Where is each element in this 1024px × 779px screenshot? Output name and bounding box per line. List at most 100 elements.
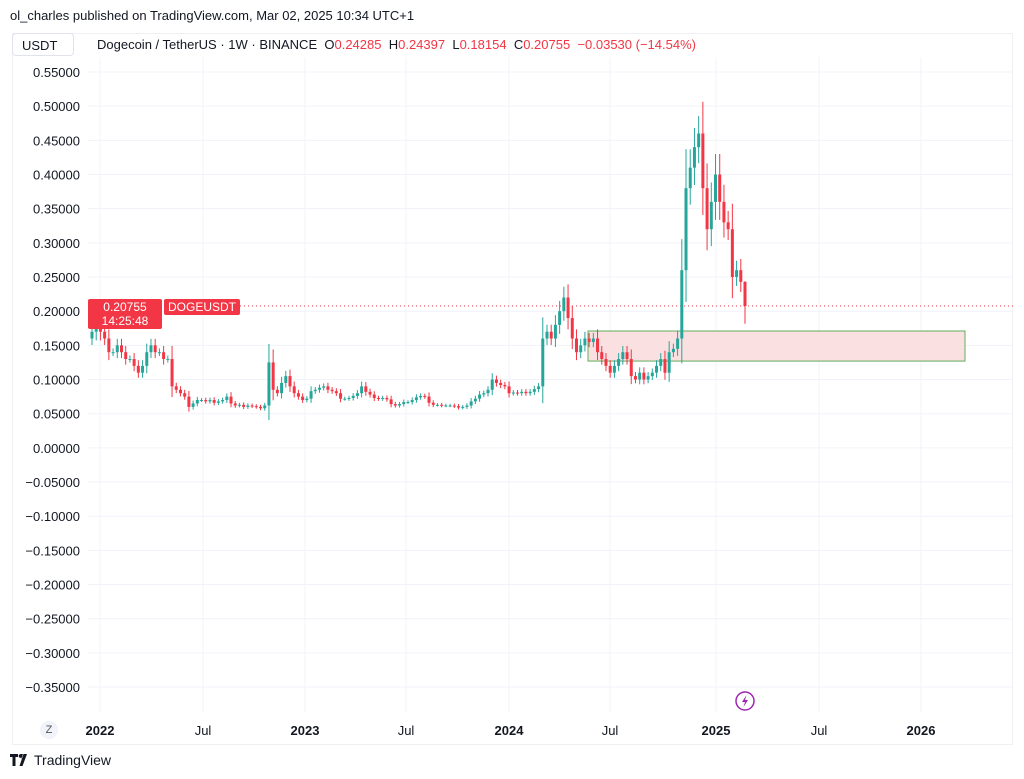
candle-down	[739, 270, 743, 282]
candle-up	[398, 404, 402, 406]
candle-up	[553, 324, 557, 339]
candle-up	[692, 147, 696, 168]
candle-up	[221, 400, 225, 402]
candle-down	[132, 359, 136, 366]
candle-up	[469, 401, 473, 406]
candle-up	[655, 365, 659, 373]
candle-up	[541, 338, 545, 387]
candle-up	[591, 338, 595, 342]
y-tick-label: −0.30000	[25, 646, 80, 661]
candle-up	[317, 387, 321, 390]
y-tick-label: −0.05000	[25, 475, 80, 490]
x-tick-label: Jul	[398, 723, 415, 738]
candle-down	[440, 404, 444, 406]
candle-up	[444, 405, 448, 407]
candle-up	[486, 389, 490, 394]
x-tick-label: 2024	[495, 723, 525, 738]
candle-down	[393, 404, 397, 406]
candle-down	[170, 359, 174, 387]
candle-down	[642, 372, 646, 380]
candle-up	[128, 359, 132, 361]
candle-down	[494, 379, 498, 383]
candle-up	[638, 372, 642, 380]
candle-down	[600, 352, 604, 360]
candle-up	[650, 372, 654, 377]
candle-up	[511, 392, 515, 394]
candle-up	[562, 297, 566, 312]
y-tick-label: −0.15000	[25, 543, 80, 558]
high-value: 0.24397	[398, 37, 446, 52]
candle-up	[659, 359, 663, 366]
y-tick-label: −0.25000	[25, 612, 80, 627]
last-price: 0.20755	[103, 300, 147, 314]
candle-up	[406, 402, 410, 404]
open-label: O	[324, 37, 335, 52]
y-tick-label: 0.05000	[33, 407, 80, 422]
candle-up	[267, 362, 271, 406]
timezone-button[interactable]: Z	[40, 721, 58, 739]
open-value: 0.24285	[334, 37, 382, 52]
close-label: C	[513, 37, 524, 52]
candle-down	[153, 345, 157, 353]
candle-down	[549, 331, 553, 339]
candle-up	[225, 396, 229, 401]
candle-down	[566, 297, 570, 319]
candle-down	[507, 386, 511, 394]
candle-down	[730, 229, 734, 278]
candle-down	[212, 400, 216, 403]
candle-up	[435, 404, 439, 406]
candle-down	[301, 396, 305, 401]
y-tick-label: 0.50000	[33, 99, 80, 114]
x-tick-label: 2023	[291, 723, 320, 738]
candle-down	[103, 331, 107, 339]
symbol-description: Dogecoin / TetherUS · 1W · BINANCE	[97, 37, 318, 52]
candle-up	[343, 398, 347, 400]
tradingview-logo-icon	[10, 754, 27, 766]
candle-down	[368, 391, 372, 395]
lightning-icon[interactable]	[735, 691, 755, 711]
candle-up	[309, 391, 313, 399]
candle-up	[280, 382, 284, 394]
candle-up	[579, 345, 583, 353]
candle-down	[452, 405, 456, 407]
candle-down	[701, 133, 705, 189]
candle-up	[532, 389, 536, 392]
candle-up	[545, 331, 549, 339]
candle-up	[208, 400, 212, 402]
candle-down	[259, 406, 263, 409]
candle-up	[360, 386, 364, 394]
bar-countdown: 14:25:48	[101, 314, 149, 328]
candle-down	[136, 365, 140, 373]
candle-up	[714, 174, 718, 202]
candle-down	[124, 352, 128, 360]
candle-down	[119, 345, 123, 353]
candle-up	[351, 395, 355, 398]
candle-up	[263, 405, 267, 409]
y-tick-label: 0.20000	[33, 304, 80, 319]
tradingview-logo[interactable]: TradingView	[10, 752, 111, 768]
candle-down	[587, 338, 591, 342]
candle-down	[107, 338, 111, 353]
candle-down	[726, 222, 730, 230]
support-zone-rectangle	[587, 330, 966, 362]
candle-down	[596, 338, 600, 353]
candle-down	[364, 386, 368, 392]
y-tick-label: 0.15000	[33, 338, 80, 353]
close-value: 0.20755	[523, 37, 571, 52]
chart-frame	[12, 33, 1013, 745]
candle-down	[183, 393, 187, 397]
candle-down	[271, 362, 275, 390]
y-tick-label: 0.40000	[33, 168, 80, 183]
y-tick-label: 0.25000	[33, 270, 80, 285]
y-tick-label: −0.20000	[25, 578, 80, 593]
candle-down	[372, 394, 376, 398]
low-label: L	[452, 37, 460, 52]
candle-up	[617, 359, 621, 366]
branding-text: TradingView	[34, 752, 112, 768]
candle-down	[629, 359, 633, 377]
currency-button[interactable]: USDT	[12, 33, 74, 56]
candle-up	[115, 345, 119, 353]
candle-down	[499, 382, 503, 385]
